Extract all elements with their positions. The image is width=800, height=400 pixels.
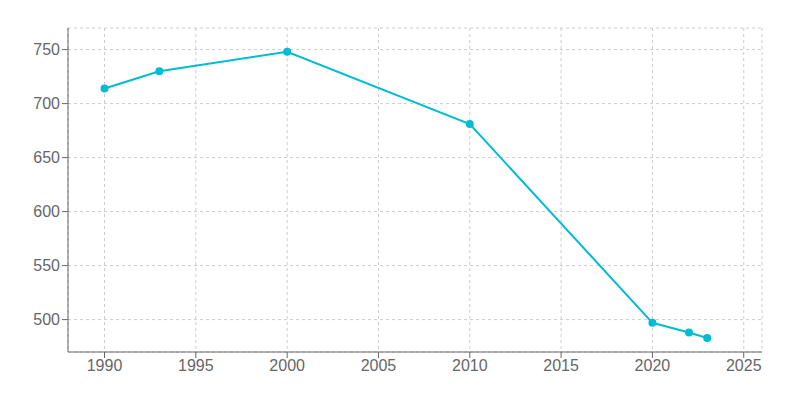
svg-text:600: 600 xyxy=(33,203,60,220)
svg-text:2020: 2020 xyxy=(635,357,671,374)
svg-text:1995: 1995 xyxy=(178,357,214,374)
svg-text:2005: 2005 xyxy=(361,357,397,374)
svg-text:700: 700 xyxy=(33,95,60,112)
svg-text:2015: 2015 xyxy=(543,357,579,374)
svg-text:550: 550 xyxy=(33,257,60,274)
svg-text:2025: 2025 xyxy=(726,357,762,374)
svg-text:2000: 2000 xyxy=(269,357,305,374)
svg-text:650: 650 xyxy=(33,149,60,166)
svg-text:750: 750 xyxy=(33,41,60,58)
svg-text:1990: 1990 xyxy=(87,357,123,374)
svg-text:2010: 2010 xyxy=(452,357,488,374)
svg-text:500: 500 xyxy=(33,311,60,328)
